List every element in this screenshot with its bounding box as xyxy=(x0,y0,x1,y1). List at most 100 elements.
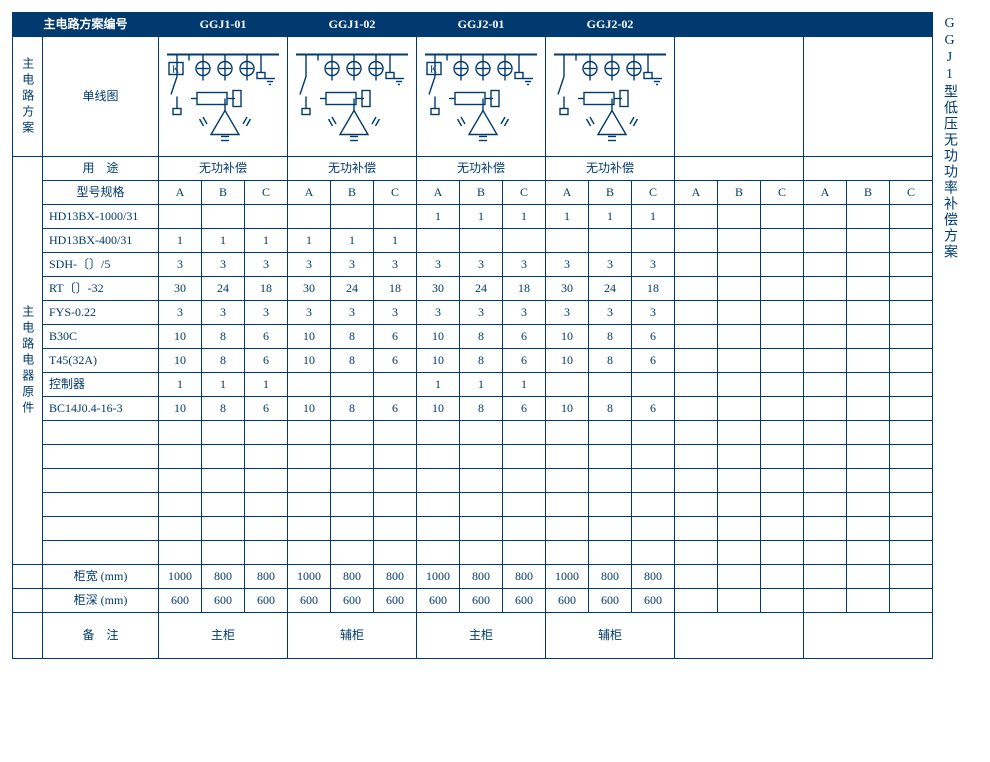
depth-5: 600 xyxy=(374,589,417,613)
row-9-c4 xyxy=(331,421,374,445)
row-9-c8 xyxy=(503,421,546,445)
width-0: 1000 xyxy=(159,565,202,589)
row-3-c7: 24 xyxy=(460,277,503,301)
row-2-c17 xyxy=(890,253,933,277)
row-6-c2: 6 xyxy=(245,349,288,373)
row-14-c6 xyxy=(417,541,460,565)
header-col-0: GGJ1-01 xyxy=(159,13,288,37)
row-8-c14 xyxy=(761,397,804,421)
row-label-5: B30C xyxy=(43,325,159,349)
row-9-c13 xyxy=(718,421,761,445)
row-6-c16 xyxy=(847,349,890,373)
width-6: 1000 xyxy=(417,565,460,589)
row-10-c17 xyxy=(890,445,933,469)
row-label-9 xyxy=(43,421,159,445)
row-13-c0 xyxy=(159,517,202,541)
row-13-c7 xyxy=(460,517,503,541)
row-1-c7 xyxy=(460,229,503,253)
row-10-c14 xyxy=(761,445,804,469)
row-7-c13 xyxy=(718,373,761,397)
row-5-c2: 6 xyxy=(245,325,288,349)
row-0-c15 xyxy=(804,205,847,229)
row-4-c16 xyxy=(847,301,890,325)
row-5-c16 xyxy=(847,325,890,349)
row-5-c5: 6 xyxy=(374,325,417,349)
row-14-c16 xyxy=(847,541,890,565)
row-0-c8: 1 xyxy=(503,205,546,229)
row-5-c15 xyxy=(804,325,847,349)
row-7-c2: 1 xyxy=(245,373,288,397)
row-9-c9 xyxy=(546,421,589,445)
row-8-c11: 6 xyxy=(632,397,675,421)
row-10-c7 xyxy=(460,445,503,469)
depth-17 xyxy=(890,589,933,613)
single-line-diagram-label: 单线图 xyxy=(43,37,159,157)
row-13-c2 xyxy=(245,517,288,541)
row-11-c4 xyxy=(331,469,374,493)
row-0-c13 xyxy=(718,205,761,229)
depth-0: 600 xyxy=(159,589,202,613)
depth-7: 600 xyxy=(460,589,503,613)
row-14-c0 xyxy=(159,541,202,565)
svg-text:K: K xyxy=(430,65,438,76)
row-4-c5: 3 xyxy=(374,301,417,325)
row-9-c6 xyxy=(417,421,460,445)
usage-label: 用 途 xyxy=(43,157,159,181)
width-4: 800 xyxy=(331,565,374,589)
row-6-c11: 6 xyxy=(632,349,675,373)
width-15 xyxy=(804,565,847,589)
row-8-c16 xyxy=(847,397,890,421)
row-0-c14 xyxy=(761,205,804,229)
row-12-c0 xyxy=(159,493,202,517)
row-13-c14 xyxy=(761,517,804,541)
row-9-c16 xyxy=(847,421,890,445)
row-9-c10 xyxy=(589,421,632,445)
row-label-2: SDH-〔〕/5 xyxy=(43,253,159,277)
abc-0-1: B xyxy=(202,181,245,205)
row-5-c9: 10 xyxy=(546,325,589,349)
row-label-0: HD13BX-1000/31 xyxy=(43,205,159,229)
row-14-c14 xyxy=(761,541,804,565)
depth-2: 600 xyxy=(245,589,288,613)
row-label-1: HD13BX-400/31 xyxy=(43,229,159,253)
abc-4-2: C xyxy=(761,181,804,205)
width-14 xyxy=(761,565,804,589)
note-1: 辅柜 xyxy=(288,613,417,659)
row-3-c8: 18 xyxy=(503,277,546,301)
row-4-c0: 3 xyxy=(159,301,202,325)
row-3-c9: 30 xyxy=(546,277,589,301)
row-6-c5: 6 xyxy=(374,349,417,373)
row-14-c12 xyxy=(675,541,718,565)
usage-val-2: 无功补偿 xyxy=(417,157,546,181)
row-label-10 xyxy=(43,445,159,469)
depth-12 xyxy=(675,589,718,613)
row-4-c4: 3 xyxy=(331,301,374,325)
row-3-c4: 24 xyxy=(331,277,374,301)
row-8-c8: 6 xyxy=(503,397,546,421)
diagram-1 xyxy=(288,37,417,157)
row-label-7: 控制器 xyxy=(43,373,159,397)
width-12 xyxy=(675,565,718,589)
row-12-c7 xyxy=(460,493,503,517)
row-0-c5 xyxy=(374,205,417,229)
width-label: 柜宽 (mm) xyxy=(43,565,159,589)
row-7-c15 xyxy=(804,373,847,397)
row-7-c9 xyxy=(546,373,589,397)
row-5-c4: 8 xyxy=(331,325,374,349)
row-12-c9 xyxy=(546,493,589,517)
row-0-c17 xyxy=(890,205,933,229)
row-0-c12 xyxy=(675,205,718,229)
diagram-3 xyxy=(546,37,675,157)
row-11-c7 xyxy=(460,469,503,493)
row-5-c3: 10 xyxy=(288,325,331,349)
row-7-c0: 1 xyxy=(159,373,202,397)
row-10-c8 xyxy=(503,445,546,469)
diagram-0: K xyxy=(159,37,288,157)
row-1-c1: 1 xyxy=(202,229,245,253)
row-8-c0: 10 xyxy=(159,397,202,421)
row-6-c7: 8 xyxy=(460,349,503,373)
depth-15 xyxy=(804,589,847,613)
row-2-c9: 3 xyxy=(546,253,589,277)
row-4-c6: 3 xyxy=(417,301,460,325)
row-14-c2 xyxy=(245,541,288,565)
